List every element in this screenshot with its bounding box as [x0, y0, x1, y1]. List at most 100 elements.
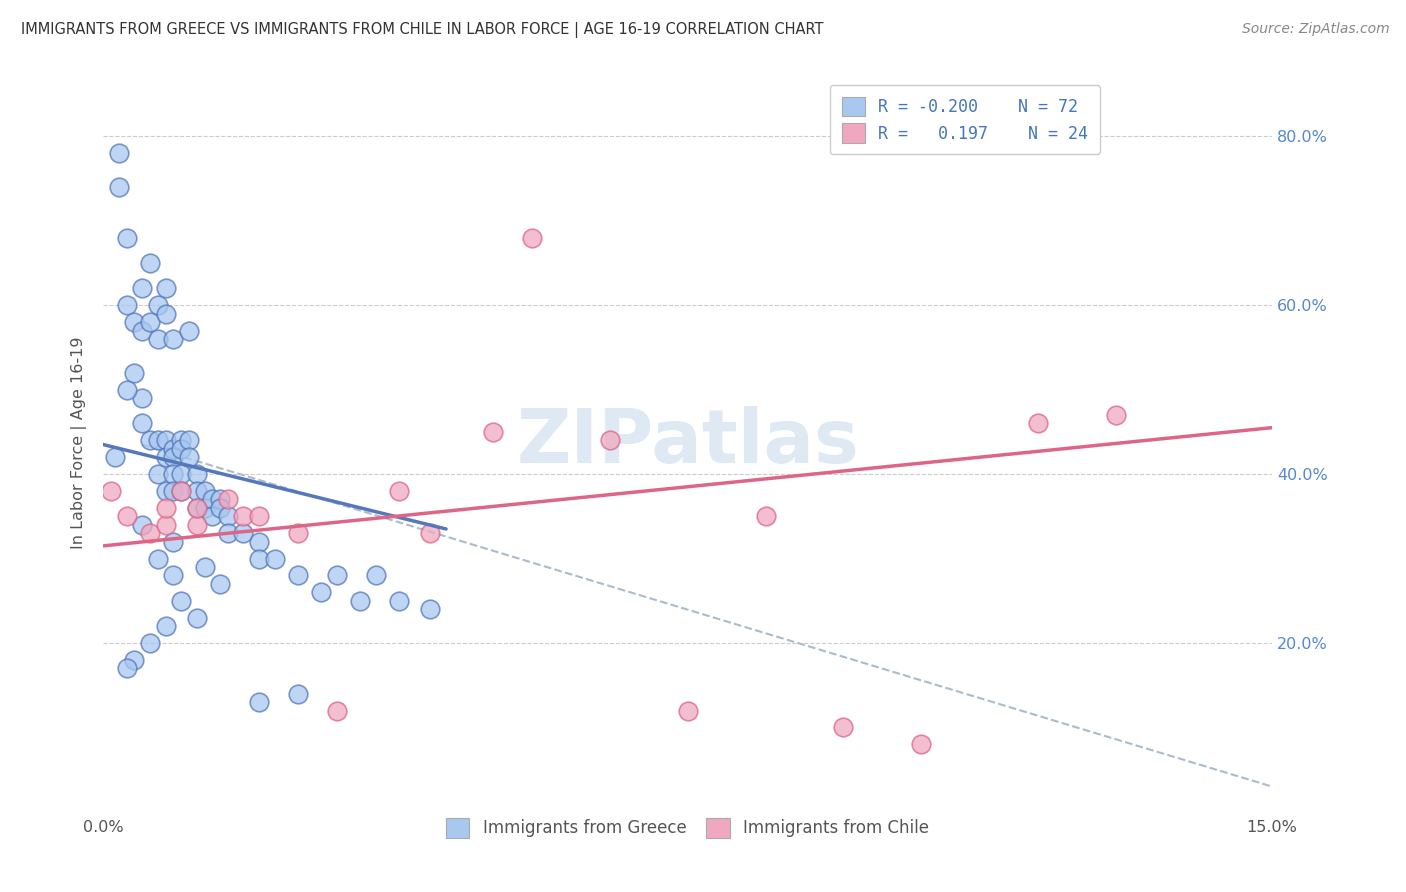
Point: [419, 602, 441, 616]
Point: [193, 500, 215, 515]
Point: [193, 483, 215, 498]
Point: [162, 450, 184, 465]
Point: [326, 568, 349, 582]
Point: [186, 517, 208, 532]
Point: [146, 298, 169, 312]
Point: [232, 509, 254, 524]
Point: [247, 551, 270, 566]
Point: [155, 434, 177, 448]
Point: [910, 737, 932, 751]
Point: [186, 467, 208, 481]
Point: [139, 315, 162, 329]
Point: [131, 391, 153, 405]
Point: [124, 653, 146, 667]
Point: [676, 704, 699, 718]
Point: [115, 298, 138, 312]
Point: [177, 434, 200, 448]
Point: [131, 517, 153, 532]
Point: [131, 281, 153, 295]
Point: [482, 425, 505, 439]
Point: [186, 500, 208, 515]
Point: [139, 526, 162, 541]
Point: [155, 500, 177, 515]
Point: [107, 146, 129, 161]
Point: [1105, 408, 1128, 422]
Point: [209, 577, 232, 591]
Y-axis label: In Labor Force | Age 16-19: In Labor Force | Age 16-19: [72, 336, 87, 549]
Point: [232, 526, 254, 541]
Point: [287, 526, 309, 541]
Point: [201, 509, 224, 524]
Point: [124, 366, 146, 380]
Point: [155, 483, 177, 498]
Point: [170, 483, 193, 498]
Legend: Immigrants from Greece, Immigrants from Chile: Immigrants from Greece, Immigrants from …: [440, 812, 936, 844]
Point: [1026, 417, 1049, 431]
Point: [170, 483, 193, 498]
Point: [217, 492, 239, 507]
Point: [209, 492, 232, 507]
Point: [754, 509, 776, 524]
Point: [287, 568, 309, 582]
Point: [201, 492, 224, 507]
Point: [115, 661, 138, 675]
Point: [287, 687, 309, 701]
Text: Source: ZipAtlas.com: Source: ZipAtlas.com: [1241, 22, 1389, 37]
Point: [419, 526, 441, 541]
Point: [155, 281, 177, 295]
Point: [146, 467, 169, 481]
Point: [155, 619, 177, 633]
Point: [170, 442, 193, 456]
Point: [162, 332, 184, 346]
Point: [155, 517, 177, 532]
Point: [162, 467, 184, 481]
Point: [104, 450, 127, 465]
Point: [832, 721, 855, 735]
Point: [186, 483, 208, 498]
Point: [170, 594, 193, 608]
Point: [217, 526, 239, 541]
Point: [170, 434, 193, 448]
Point: [100, 483, 122, 498]
Point: [177, 450, 200, 465]
Point: [131, 417, 153, 431]
Point: [349, 594, 371, 608]
Point: [263, 551, 285, 566]
Point: [388, 483, 411, 498]
Point: [364, 568, 387, 582]
Point: [177, 324, 200, 338]
Point: [209, 500, 232, 515]
Point: [162, 534, 184, 549]
Point: [162, 568, 184, 582]
Point: [186, 610, 208, 624]
Point: [311, 585, 333, 599]
Point: [170, 467, 193, 481]
Point: [155, 307, 177, 321]
Point: [155, 450, 177, 465]
Point: [193, 560, 215, 574]
Point: [146, 332, 169, 346]
Point: [520, 230, 543, 244]
Point: [115, 230, 138, 244]
Point: [139, 636, 162, 650]
Text: IMMIGRANTS FROM GREECE VS IMMIGRANTS FROM CHILE IN LABOR FORCE | AGE 16-19 CORRE: IMMIGRANTS FROM GREECE VS IMMIGRANTS FRO…: [21, 22, 824, 38]
Point: [115, 509, 138, 524]
Point: [326, 704, 349, 718]
Point: [247, 695, 270, 709]
Point: [388, 594, 411, 608]
Point: [247, 534, 270, 549]
Point: [139, 434, 162, 448]
Point: [599, 434, 621, 448]
Point: [247, 509, 270, 524]
Point: [146, 434, 169, 448]
Point: [162, 442, 184, 456]
Text: ZIPatlas: ZIPatlas: [516, 406, 859, 479]
Point: [146, 551, 169, 566]
Point: [124, 315, 146, 329]
Point: [217, 509, 239, 524]
Point: [115, 383, 138, 397]
Point: [139, 256, 162, 270]
Point: [186, 500, 208, 515]
Point: [162, 483, 184, 498]
Point: [131, 324, 153, 338]
